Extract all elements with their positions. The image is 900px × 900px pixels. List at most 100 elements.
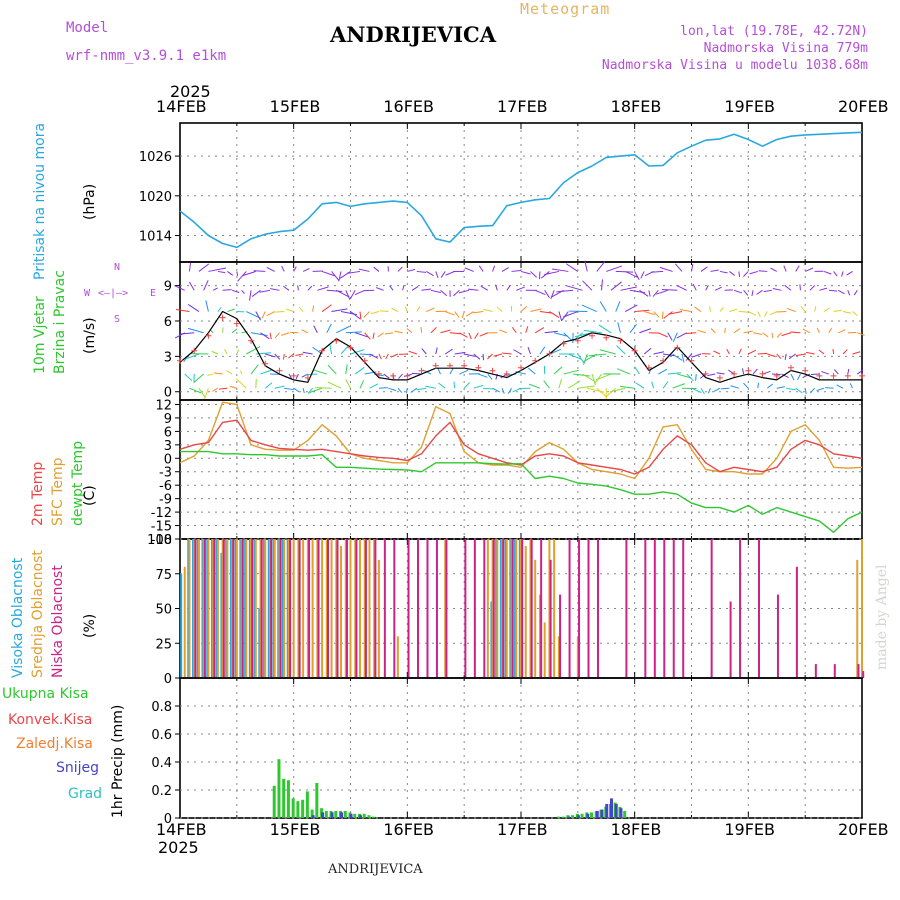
wind-barb — [207, 373, 214, 376]
wind-barb — [741, 368, 745, 375]
wind-barb — [784, 353, 787, 360]
wind-barb — [430, 289, 442, 294]
precip-bar — [619, 808, 623, 818]
wind-barb — [398, 373, 403, 379]
wind-barb — [849, 383, 853, 389]
cloud-ytick-label: 100 — [147, 533, 172, 548]
wind-barb — [596, 261, 606, 272]
cloud-bar — [530, 539, 533, 678]
pressure-panel: 1014 1020 1026 — [139, 122, 863, 263]
wind-barb — [222, 289, 232, 291]
wind-barb — [816, 387, 825, 392]
wind-barb — [307, 387, 313, 395]
wind-barb — [610, 281, 622, 291]
wind-barb — [853, 290, 858, 296]
precip-bar — [330, 812, 334, 818]
wind-barb — [421, 288, 432, 291]
wind-barb — [506, 285, 511, 291]
cloud-bar — [268, 539, 271, 678]
wind-barb — [748, 311, 757, 316]
cloud-bar — [183, 566, 186, 678]
wind-barb — [606, 265, 623, 272]
wind-barb — [217, 270, 226, 274]
station-elevation: Nadmorska Visina 779m — [703, 41, 868, 56]
precip-total-label: Ukupna Kisa — [2, 686, 89, 702]
cloud-bar — [364, 539, 367, 678]
wind-barb — [336, 289, 350, 298]
cloud-bar — [289, 539, 292, 678]
wind-barb — [842, 311, 852, 314]
precip-ytick-label: 0.2 — [151, 784, 172, 799]
wind-barb — [558, 311, 563, 321]
cloud-bar — [568, 539, 571, 678]
precip-bar — [286, 780, 290, 818]
wind-barb — [643, 347, 652, 355]
wind-barb — [407, 268, 416, 272]
wind-barb — [266, 267, 275, 272]
wind-barb — [240, 370, 243, 375]
wind-barb — [184, 373, 193, 382]
wind-barb — [584, 260, 588, 272]
wind-barb — [595, 373, 612, 381]
wind-barb — [175, 309, 190, 313]
wind-barb — [336, 325, 350, 334]
precip-ytick-label: 0 — [164, 812, 172, 827]
wind-compass-icon: N S W E <–|–> — [84, 262, 157, 325]
wind-barb — [790, 331, 801, 334]
wind-gust-marker — [816, 372, 823, 379]
wind-barb — [730, 385, 740, 389]
wind-barb — [695, 374, 697, 381]
cloud-bar — [317, 539, 320, 678]
cloud-bar — [335, 539, 338, 678]
model-label: Model — [66, 20, 109, 36]
cloud-bar — [194, 539, 197, 678]
wind-barb — [286, 308, 294, 313]
wind-barb — [799, 284, 801, 291]
wind-barb — [771, 332, 774, 339]
precip-bar — [272, 785, 276, 818]
wind-barb — [554, 332, 568, 337]
cloud-bar — [515, 539, 518, 678]
wind-barb — [651, 381, 655, 389]
precip-bar — [277, 759, 281, 818]
wind-barb — [795, 387, 803, 394]
wind-barb — [449, 332, 461, 335]
wind-barb — [329, 344, 333, 355]
wind-barb — [563, 311, 579, 318]
wind-barb — [404, 306, 408, 312]
wind-barb — [556, 289, 574, 293]
wind-barb — [438, 382, 446, 389]
wind-barb — [378, 353, 382, 360]
wind-barb — [213, 372, 223, 375]
wind-gust-marker — [518, 364, 524, 371]
wind-barb — [770, 267, 777, 272]
wind-gust-marker — [546, 350, 553, 357]
wind-barb — [743, 330, 753, 334]
wind-barb — [227, 271, 234, 276]
wind-gust-marker — [617, 337, 624, 344]
precip-bar — [580, 813, 584, 818]
wind-barb — [788, 353, 796, 360]
date-label: 16FEB — [383, 97, 434, 116]
wind-barb — [738, 348, 742, 355]
cloud-bar — [222, 539, 225, 678]
pressure-ytick-label: 1020 — [139, 190, 172, 205]
precip-bar — [595, 811, 599, 818]
wind-barb — [255, 311, 261, 321]
cloud-bar — [336, 539, 339, 678]
wind-barb — [599, 349, 616, 355]
wind-barb — [281, 265, 285, 272]
precip-bar — [310, 809, 314, 818]
wind-barb — [553, 366, 563, 375]
wind-barb — [218, 387, 228, 390]
cloud-bar — [396, 636, 399, 678]
wind-barb — [639, 289, 649, 297]
wind-gust-marker — [830, 372, 837, 379]
cloud-ytick-label: 50 — [155, 603, 172, 618]
wind-barb — [440, 271, 446, 278]
wind-barb — [511, 326, 517, 334]
date-label: 15FEB — [269, 97, 321, 116]
wind-barb — [302, 388, 305, 394]
wind-barb — [766, 383, 774, 389]
